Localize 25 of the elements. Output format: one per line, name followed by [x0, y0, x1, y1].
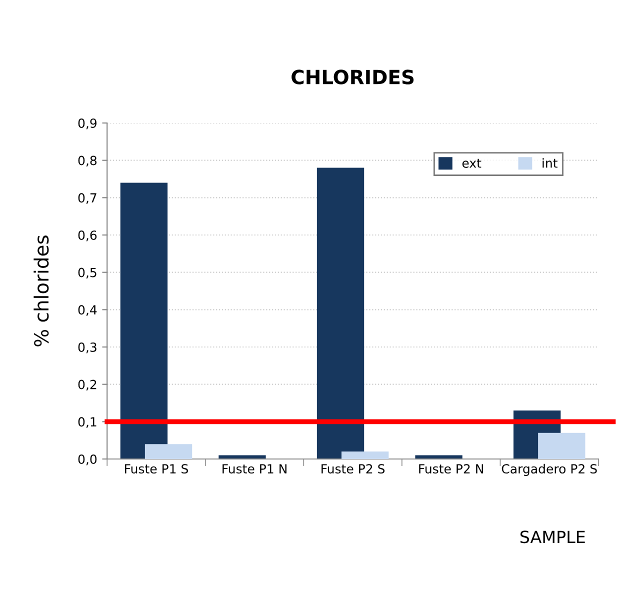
y-tick-label: 0,3	[78, 342, 96, 354]
y-tick-label: 0,6	[78, 230, 97, 242]
y-axis-title: % chlorides	[34, 236, 49, 346]
y-tick-label: 0,9	[78, 118, 96, 130]
chart-title: CHLORIDES	[292, 70, 414, 84]
x-tick-label: Fuste P1 S	[125, 464, 188, 474]
bar	[120, 182, 168, 459]
legend-label: ext	[462, 158, 482, 168]
x-tick-label: Cargadero P2 S	[502, 464, 597, 476]
bar	[144, 444, 192, 459]
bar	[538, 432, 586, 459]
x-tick-label: Fuste P2 N	[419, 464, 484, 474]
x-axis-title: SAMPLE	[520, 530, 585, 544]
y-tick-label: 0,4	[78, 305, 97, 316]
x-tick-label: Fuste P1 N	[222, 464, 286, 474]
y-tick-label: 0,5	[78, 268, 96, 279]
y-tick-label: 0,7	[78, 193, 96, 204]
y-tick-label: 0,8	[78, 156, 97, 167]
bar	[316, 168, 364, 459]
y-tick-label: 0,1	[78, 417, 96, 428]
legend-label: int	[542, 158, 558, 168]
bar	[342, 452, 389, 459]
y-tick-label: 0,0	[78, 454, 97, 466]
x-tick-label: Fuste P2 S	[322, 464, 385, 474]
y-tick-label: 0,2	[78, 380, 96, 391]
